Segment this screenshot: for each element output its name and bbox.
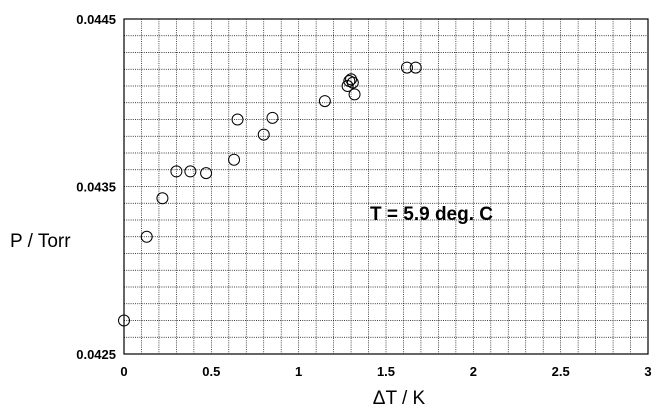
data-point <box>400 61 413 74</box>
data-point <box>170 165 183 178</box>
x-tick-label: 3 <box>644 364 651 379</box>
y-axis-label: P / Torr <box>10 231 71 252</box>
x-tick-label: 0.5 <box>202 364 220 379</box>
x-tick-label: 2 <box>470 364 477 379</box>
data-point <box>231 113 244 126</box>
data-point <box>409 61 422 74</box>
data-point <box>346 76 359 89</box>
data-point <box>184 165 197 178</box>
grid <box>124 19 648 354</box>
data-point <box>140 230 153 243</box>
x-tick-label: 0 <box>120 364 127 379</box>
y-tick-label: 0.0445 <box>76 12 116 27</box>
x-tick-label: 1.5 <box>377 364 395 379</box>
y-tick-label: 0.0435 <box>76 180 116 195</box>
x-axis-label: ΔT / K <box>373 388 426 409</box>
y-tick-labels: 0.0425 0.0435 0.0445 <box>76 12 116 362</box>
data-point <box>118 314 130 327</box>
data-point <box>266 111 279 124</box>
plot-frame <box>123 18 649 355</box>
data-point <box>257 128 270 141</box>
y-tick-label: 0.0425 <box>76 347 116 362</box>
x-tick-label: 2.5 <box>552 364 570 379</box>
x-tick-label: 1 <box>295 364 302 379</box>
data-point <box>348 88 361 101</box>
data-point <box>200 167 213 180</box>
x-tick-labels: 0 0.5 1 1.5 2 2.5 3 <box>120 364 651 379</box>
data-point <box>318 95 331 108</box>
data-points <box>118 61 422 327</box>
data-point <box>156 192 169 205</box>
temperature-annotation: T = 5.9 deg. C <box>370 204 493 225</box>
data-point <box>228 153 241 166</box>
